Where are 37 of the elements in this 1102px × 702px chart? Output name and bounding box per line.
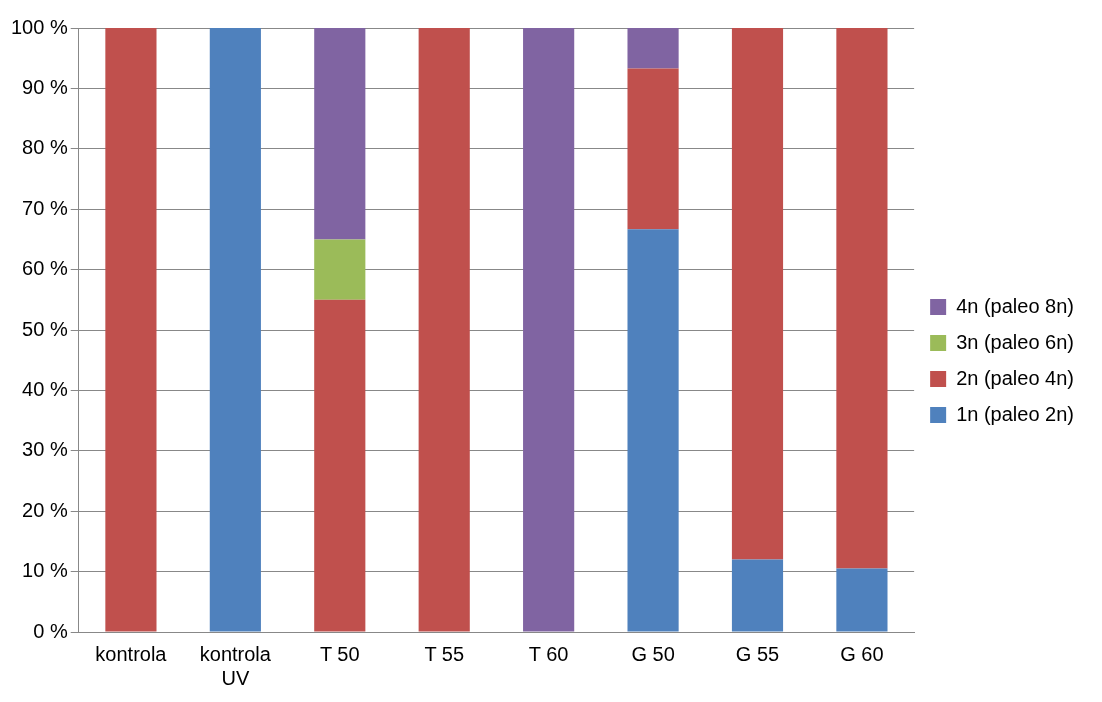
x-tick-label: T 55 <box>424 642 465 665</box>
y-tick-label: 100 % <box>10 15 68 38</box>
x-tick-label: T 50 <box>319 642 360 665</box>
x-tick-label: T 60 <box>528 642 569 665</box>
bar <box>314 299 366 632</box>
bar <box>731 559 784 632</box>
y-tick-label: 40 % <box>22 377 68 400</box>
y-tick-label: 80 % <box>22 136 68 159</box>
bar <box>627 68 679 230</box>
x-tick-label: G 55 <box>735 642 780 665</box>
bar <box>418 28 470 632</box>
y-tick-label: 90 % <box>22 75 68 98</box>
bar <box>627 28 679 69</box>
y-tick-label: 50 % <box>22 317 68 340</box>
x-tick-label: G 60 <box>840 642 884 665</box>
y-tick-label: 20 % <box>22 498 68 521</box>
y-tick-label: 10 % <box>22 559 68 582</box>
bar <box>731 28 784 560</box>
bar <box>836 568 888 632</box>
bar <box>627 229 679 632</box>
y-tick-label: 60 % <box>22 257 68 280</box>
bar <box>209 28 261 632</box>
bar <box>314 239 366 300</box>
legend-label: 3n (paleo 6n) <box>956 330 1075 353</box>
y-tick-label: 30 % <box>22 438 68 461</box>
y-tick-label: 70 % <box>22 196 68 219</box>
legend-label: 2n (paleo 4n) <box>956 366 1075 389</box>
legend-label: 4n (paleo 8n) <box>956 294 1075 317</box>
legend-label: 1n (paleo 2n) <box>956 402 1075 425</box>
x-tick-label: G 50 <box>631 642 675 665</box>
bar <box>314 28 366 240</box>
bar <box>836 28 888 569</box>
bar <box>523 28 575 632</box>
y-tick-label: 0 % <box>33 619 68 642</box>
x-tick-label: kontrola UV <box>199 642 272 689</box>
bar <box>105 28 157 632</box>
x-tick-label: kontrola <box>95 642 168 665</box>
